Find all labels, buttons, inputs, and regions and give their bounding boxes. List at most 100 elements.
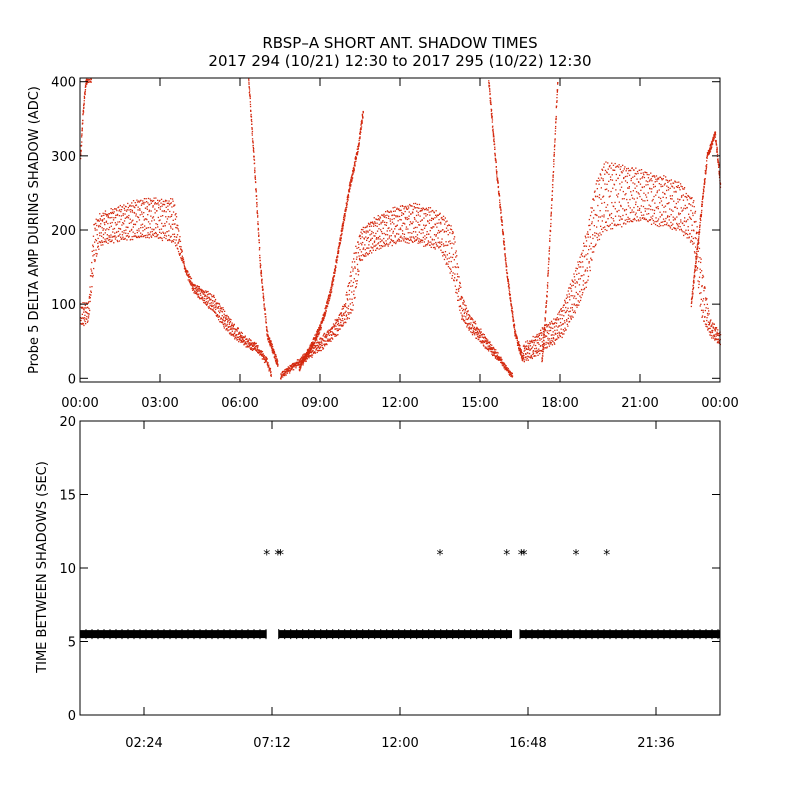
amp-data-point — [212, 305, 215, 307]
amp-data-point — [342, 325, 344, 327]
amp-data-point — [686, 199, 689, 201]
amp-data-point — [578, 304, 580, 306]
amp-data-point — [651, 218, 653, 220]
amp-data-point — [563, 315, 565, 317]
amp-data-point — [583, 288, 585, 291]
amp-data-point — [170, 215, 173, 217]
amp-data-point — [404, 216, 406, 219]
amp-data-point — [554, 130, 557, 132]
amp-data-point — [87, 302, 89, 304]
amp-data-point — [577, 264, 580, 266]
amp-data-point — [329, 297, 331, 300]
amp-data-point — [594, 213, 596, 216]
amp-data-point — [369, 229, 371, 231]
amp-data-point — [575, 270, 577, 272]
amp-data-point — [469, 327, 471, 329]
amp-data-point — [106, 234, 108, 236]
amp-data-point — [495, 159, 497, 161]
amp-data-point — [112, 231, 114, 233]
amp-data-point — [233, 335, 235, 337]
amp-data-point — [497, 186, 499, 189]
amp-data-point — [526, 359, 528, 361]
amp-data-point — [625, 208, 628, 211]
amp-data-point — [502, 228, 504, 231]
amp-data-point — [336, 330, 338, 332]
amp-data-point — [499, 204, 501, 206]
amp-data-point — [501, 219, 503, 221]
amp-data-point — [718, 335, 720, 337]
amp-data-point — [186, 270, 189, 272]
amp-data-point — [260, 271, 262, 273]
amp-data-point — [568, 296, 571, 298]
amp-data-point — [80, 144, 83, 147]
amp-data-point — [243, 344, 245, 346]
amp-data-point — [386, 214, 388, 216]
amp-data-point — [229, 318, 231, 320]
amp-data-point — [88, 79, 90, 81]
amp-data-point — [329, 338, 331, 340]
amp-data-point — [639, 169, 641, 171]
amp-data-point — [632, 220, 634, 223]
amp-data-point — [580, 254, 582, 256]
amp-data-point — [418, 238, 420, 240]
amp-data-point — [666, 222, 668, 224]
amp-data-point — [315, 333, 317, 336]
amp-data-point — [350, 285, 352, 287]
amp-data-point — [701, 285, 703, 287]
amp-data-point — [329, 296, 331, 298]
amp-data-point — [267, 337, 269, 340]
amp-data-point — [444, 244, 446, 247]
amp-data-point — [168, 204, 171, 206]
amp-data-point — [251, 128, 253, 130]
amp-data-point — [224, 322, 226, 325]
amp-data-point — [485, 347, 487, 350]
amp-data-point — [525, 353, 527, 355]
amp-data-point — [179, 253, 181, 255]
amp-data-point — [655, 175, 658, 177]
amp-data-point — [692, 243, 694, 245]
amp-data-point — [382, 221, 384, 223]
amp-data-point — [557, 313, 559, 315]
amp-data-point — [357, 148, 359, 150]
amp-data-point — [330, 285, 333, 287]
amp-data-point — [291, 367, 293, 370]
amp-data-point — [441, 241, 443, 243]
amp-data-point — [175, 226, 177, 229]
amp-data-point — [174, 218, 177, 220]
amp-data-point — [404, 238, 406, 240]
amp-data-point — [180, 246, 182, 248]
amp-data-point — [160, 202, 162, 204]
chart-title-line1: RBSP–A SHORT ANT. SHADOW TIMES — [262, 34, 537, 52]
amp-data-point — [465, 316, 467, 318]
amp-data-point — [459, 281, 461, 284]
amp-data-point — [271, 344, 273, 346]
amp-data-point — [388, 235, 391, 237]
amp-data-point — [342, 228, 344, 230]
amp-data-point — [382, 245, 384, 247]
amp-data-point — [83, 104, 85, 107]
amp-data-point — [256, 348, 259, 350]
amp-data-point — [413, 217, 416, 219]
amp-data-point — [366, 247, 368, 249]
amp-data-point — [389, 211, 391, 213]
amp-data-point — [394, 206, 396, 208]
amp-data-point — [675, 229, 677, 231]
amp-data-point — [297, 361, 299, 363]
amp-data-point — [188, 280, 190, 282]
amp-data-point — [702, 311, 704, 313]
amp-data-point — [214, 306, 216, 308]
amp-data-point — [508, 289, 510, 291]
amp-data-point — [144, 218, 146, 220]
amp-data-point — [320, 325, 322, 327]
amp-data-point — [359, 137, 361, 140]
amp-data-point — [257, 221, 259, 223]
amp-data-point — [237, 333, 240, 335]
amp-data-point — [567, 317, 569, 319]
amp-data-point — [230, 327, 232, 329]
amp-data-point — [394, 235, 396, 237]
amp-data-point — [684, 233, 686, 235]
amp-data-point — [641, 186, 644, 189]
amp-data-point — [544, 329, 546, 331]
amp-data-point — [652, 198, 654, 201]
amp-data-point — [230, 334, 232, 336]
